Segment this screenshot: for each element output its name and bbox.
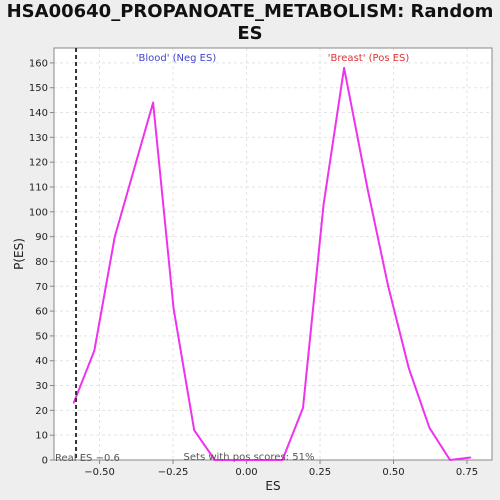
data-point: [93, 349, 96, 352]
y-tick-label: 150: [29, 83, 48, 94]
data-point: [469, 456, 472, 459]
y-tick-label: 130: [29, 133, 48, 144]
data-point: [255, 459, 257, 461]
y-tick-label: 100: [29, 207, 48, 218]
y-tick-label: 0: [42, 456, 48, 467]
data-point: [172, 307, 175, 310]
y-tick-label: 70: [35, 282, 48, 293]
data-point: [343, 67, 345, 69]
data-point: [131, 173, 134, 176]
density-line: [72, 66, 471, 461]
y-axis-label: P(ES): [12, 238, 26, 270]
y-tick-label: 50: [35, 331, 48, 342]
real-es-label: Real ES −0.6: [55, 453, 120, 464]
data-point: [234, 459, 237, 461]
data-point: [387, 285, 390, 288]
pos-es-annotation: 'Breast' (Pos ES): [328, 53, 410, 64]
x-tick-label: 0.50: [382, 467, 404, 478]
data-point: [72, 402, 75, 404]
x-axis-label: ES: [265, 479, 280, 493]
y-tick-label: 40: [35, 356, 48, 367]
series-group: [72, 66, 472, 461]
x-tick-label: −0.50: [84, 467, 115, 478]
y-tick-label: 120: [29, 158, 48, 169]
y-tick-label: 20: [35, 406, 48, 417]
data-point: [213, 459, 216, 461]
neg-es-annotation: 'Blood' (Neg ES): [136, 53, 217, 64]
data-point: [428, 426, 431, 429]
data-point: [281, 459, 284, 461]
data-point: [408, 367, 410, 369]
data-point: [449, 459, 451, 461]
y-tick-label: 160: [29, 58, 48, 69]
y-tick-label: 90: [35, 232, 48, 243]
tick-marks: 0 10 20 30 40 50 60 70 80 90 100 110 120 130 140 150 160…: [29, 58, 478, 478]
data-point: [302, 407, 304, 409]
data-point: [193, 429, 196, 432]
y-tick-label: 60: [35, 307, 48, 318]
data-point: [152, 101, 154, 104]
pos-scores-annotation: Sets with pos scores: 51%: [184, 452, 315, 463]
x-tick-label: 0.00: [235, 467, 257, 478]
data-point: [114, 235, 116, 238]
y-tick-label: 110: [29, 182, 48, 193]
y-tick-label: 80: [35, 257, 48, 268]
plot-area: [54, 48, 492, 460]
data-point: [366, 188, 369, 191]
y-tick-label: 30: [35, 381, 48, 392]
y-tick-label: 140: [29, 108, 48, 119]
chart-title-line-1: HSA00640_PROPANOATE_METABOLISM: Random E…: [6, 1, 494, 44]
y-tick-label: 10: [35, 431, 48, 442]
data-point: [322, 203, 325, 206]
x-tick-label: −0.25: [158, 467, 189, 478]
x-tick-label: 0.25: [309, 467, 331, 478]
x-tick-label: 0.75: [456, 467, 478, 478]
